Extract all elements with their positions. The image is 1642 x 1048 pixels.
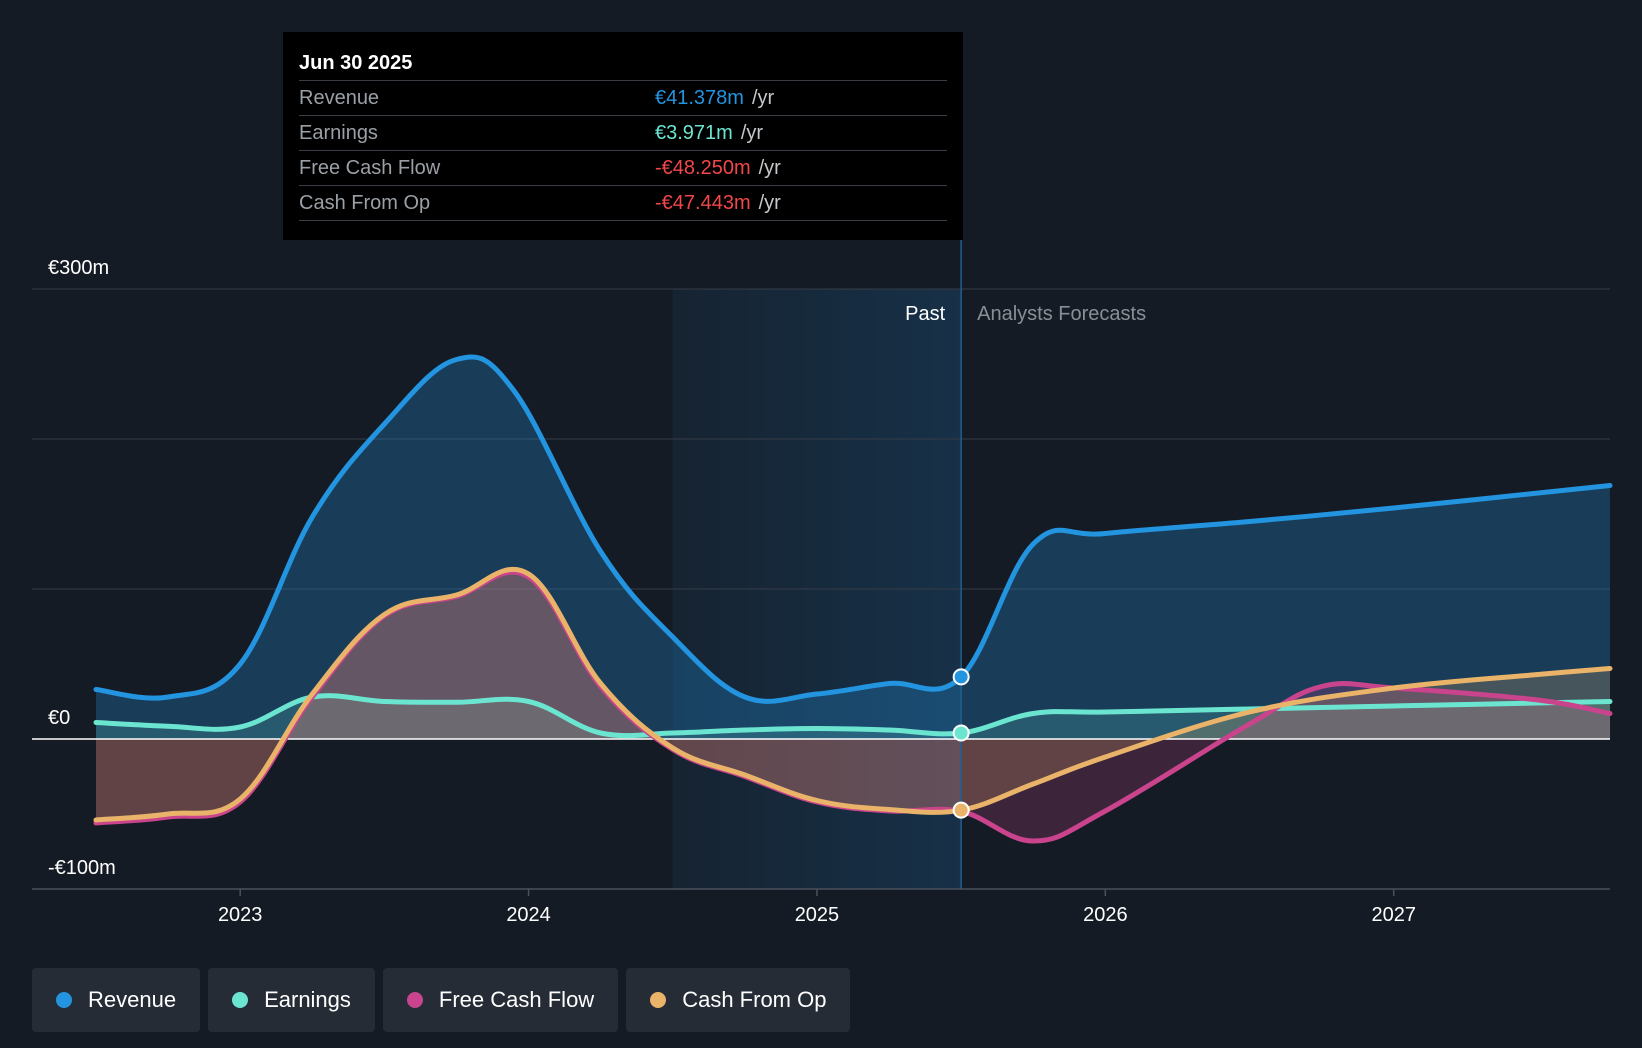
revenue-line: [93, 354, 1613, 704]
cash-from-op-line: [93, 566, 1613, 823]
y-tick-label: €0: [48, 707, 70, 729]
revenue-area: [96, 357, 1610, 739]
forecast-label: Analysts Forecasts: [977, 303, 1146, 325]
tooltip-value: -€47.443m: [655, 192, 751, 214]
legend-label: Earnings: [264, 987, 351, 1012]
tooltip-row-earnings: Earnings €3.971m /yr: [299, 115, 947, 150]
tooltip-unit: /yr: [740, 122, 764, 144]
revenue-marker: [952, 668, 970, 686]
y-axis-labels: €300m €0 -€100m: [48, 257, 116, 879]
legend-item-free-cash-flow[interactable]: Free Cash Flow: [382, 968, 619, 1032]
cash-from-op-area: [96, 569, 1610, 820]
tooltip-label: Cash From Op: [299, 192, 431, 214]
tooltip-row-revenue: Revenue €41.378m /yr: [299, 80, 947, 115]
legend-item-cash-from-op[interactable]: Cash From Op: [626, 968, 851, 1032]
tooltip-label: Revenue: [299, 87, 380, 109]
x-tick-label: 2024: [506, 904, 551, 926]
tooltip-unit: /yr: [758, 192, 781, 214]
x-tick-label: 2023: [218, 904, 263, 926]
x-tick-label: 2025: [795, 904, 840, 926]
tooltip-row-cash-from-op: Cash From Op -€47.443m /yr: [299, 185, 947, 221]
tooltip-unit: /yr: [751, 87, 775, 109]
tooltip-label: Earnings: [299, 122, 378, 144]
present-markers: [952, 668, 970, 819]
free-cash-flow-area: [96, 572, 1610, 842]
legend-label: Revenue: [88, 987, 177, 1012]
y-tick-label: €300m: [48, 257, 109, 279]
legend-item-earnings[interactable]: Earnings: [208, 968, 375, 1032]
earnings-area: [96, 695, 1610, 739]
x-tick-label: 2026: [1083, 904, 1128, 926]
x-axis-labels: 2023 2024 2025 2026 2027: [32, 888, 1610, 926]
past-label: Past: [905, 303, 945, 325]
legend-label: Cash From Op: [682, 987, 827, 1012]
tooltip-label: Free Cash Flow: [299, 157, 441, 179]
legend-label: Free Cash Flow: [438, 987, 595, 1012]
legend-item-revenue[interactable]: Revenue: [32, 968, 201, 1032]
y-tick-label: -€100m: [48, 857, 116, 879]
legend: Revenue Earnings Free Cash Flow Cash Fro…: [32, 968, 851, 1032]
tooltip-date: Jun 30 2025: [299, 52, 413, 74]
series-lines: [93, 354, 1613, 844]
earnings-marker: [952, 724, 970, 742]
legend-dot-icon: [56, 992, 72, 1008]
legend-dot-icon: [650, 992, 667, 1008]
cash-from-op-marker: [952, 801, 970, 819]
tooltip-value: €3.971m: [655, 122, 733, 144]
x-tick-label: 2027: [1371, 904, 1416, 926]
tooltip: Jun 30 2025 Revenue €41.378m /yr Earning…: [283, 32, 963, 240]
series-areas: [96, 357, 1610, 842]
legend-dot-icon: [232, 992, 249, 1008]
tooltip-value: €41.378m: [655, 87, 744, 109]
tooltip-value: -€48.250m: [655, 157, 751, 179]
legend-dot-icon: [406, 992, 423, 1008]
tooltip-unit: /yr: [758, 157, 781, 179]
tooltip-row-free-cash-flow: Free Cash Flow -€48.250m /yr: [299, 150, 947, 185]
